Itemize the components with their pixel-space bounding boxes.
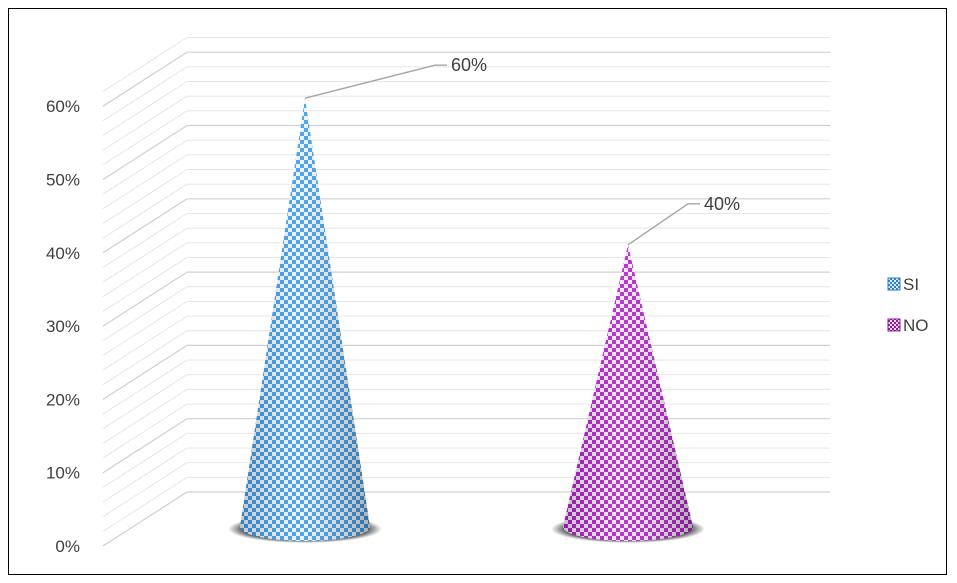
grid-side-line — [102, 183, 188, 239]
y-tick-label: 0% — [55, 537, 80, 556]
y-tick-label: 40% — [46, 244, 80, 263]
grid-side-line — [102, 271, 188, 327]
grid-side-line — [102, 447, 188, 503]
y-tick-label: 30% — [46, 317, 80, 336]
leader-line — [304, 64, 447, 99]
y-tick-label: 60% — [46, 97, 80, 116]
grid-side-line — [102, 315, 188, 371]
grid-side-line — [102, 154, 188, 210]
data-labels: 60% 40% — [304, 55, 740, 246]
y-tick-label: 20% — [46, 390, 80, 409]
grid-side-line — [102, 330, 188, 386]
data-label-no: 40% — [704, 194, 740, 214]
grid-side-line — [102, 124, 188, 181]
cone-shading — [240, 98, 370, 541]
grid-side-line — [102, 139, 188, 195]
grid-side-line — [102, 37, 188, 92]
grid-side-line — [102, 359, 188, 415]
legend: SI NO — [887, 275, 929, 335]
grid-side-line — [102, 344, 188, 400]
grid-side-line — [102, 403, 188, 459]
legend-label-si: SI — [903, 275, 919, 294]
grid-side-line — [102, 432, 188, 488]
grid-side-line — [102, 491, 188, 547]
leader-line — [627, 203, 700, 246]
grid-side-line — [102, 110, 188, 166]
legend-swatch-no — [887, 318, 901, 332]
grid-side-line — [102, 51, 188, 107]
grid-side-line — [102, 389, 188, 444]
grid-side-line — [102, 95, 188, 151]
cones — [228, 98, 705, 543]
grid-side-line — [102, 301, 188, 356]
y-tick-label: 10% — [46, 464, 80, 483]
chart-frame — [8, 8, 947, 575]
y-axis-ticks: 0% 10% 20% 30% 40% 50% 60% — [46, 97, 80, 556]
grid-side-line — [102, 66, 188, 122]
grid-side-line — [102, 213, 188, 268]
grid-side-line — [102, 462, 188, 518]
y-tick-label: 50% — [46, 171, 80, 190]
data-label-si: 60% — [451, 55, 487, 75]
grid-side-line — [102, 374, 188, 430]
cone-shading — [563, 244, 693, 542]
grid-side-line — [102, 81, 188, 136]
grid-side-line — [102, 242, 188, 298]
grid-side-line — [102, 286, 188, 342]
grid-side-line — [102, 169, 188, 224]
legend-swatch-si — [887, 277, 901, 291]
grid-side-line — [102, 198, 188, 254]
grid-side-line — [102, 476, 188, 532]
grid-side-line — [102, 227, 188, 283]
grid-layer — [102, 37, 830, 547]
legend-label-no: NO — [903, 316, 929, 335]
grid-side-line — [102, 257, 188, 312]
grid-side-line — [102, 418, 188, 474]
